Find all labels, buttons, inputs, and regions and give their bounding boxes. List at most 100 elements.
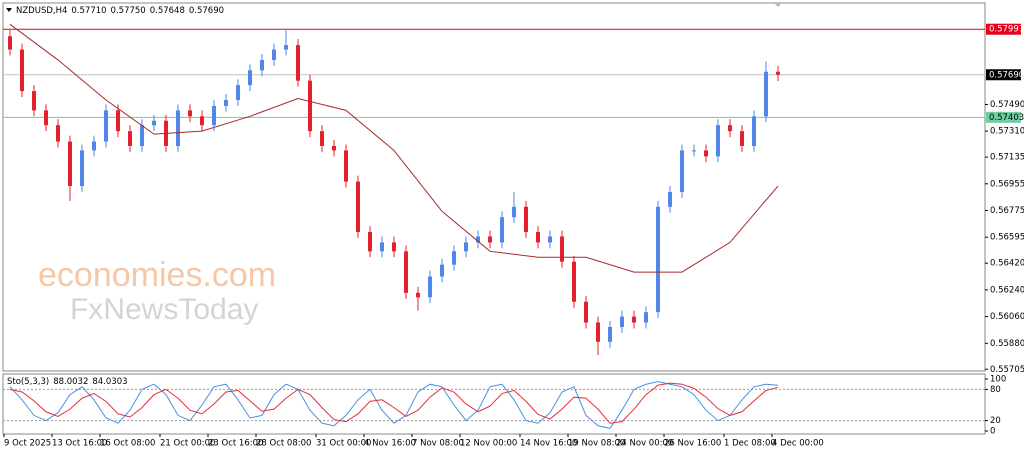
x-tick-label: 28 Oct 08:00: [256, 439, 311, 449]
y-tick-label: 0.56775: [990, 206, 1024, 216]
candle-body: [488, 236, 492, 243]
candle-body: [200, 116, 204, 126]
candle-body: [728, 125, 732, 132]
candle-body: [476, 236, 480, 243]
price-level-label: 0.57690: [989, 70, 1024, 80]
candle-body: [68, 141, 72, 187]
indicator-tick-label: 80: [990, 385, 1001, 395]
price-level-label: 0.57403: [989, 113, 1024, 123]
x-tick-label: 4 Nov 16:00: [364, 439, 416, 449]
candle-body: [104, 110, 108, 142]
y-tick-label: 0.57490: [990, 100, 1024, 110]
price-level-box: [986, 23, 1021, 35]
indicator-header: Sto(5,3,3) 88.0032 84.0303: [7, 377, 128, 387]
shift-marker: [774, 3, 782, 7]
indicator-tick-label: 100: [990, 375, 1006, 385]
x-tick-label: 4 Dec 00:00: [772, 439, 824, 449]
y-tick-label: 0.55705: [990, 365, 1024, 375]
candle-body: [116, 110, 120, 132]
chart-header: NZDUSD,H4 0.57710 0.57750 0.57648 0.57690: [16, 6, 224, 16]
candle-body: [620, 316, 624, 327]
indicator-tick-label: 0: [990, 427, 995, 437]
y-tick-label: 0.56240: [990, 285, 1024, 295]
candle-body: [740, 131, 744, 146]
candle-body: [548, 236, 552, 243]
indicator-reading: 88.0032: [53, 377, 88, 387]
indicator-tick-label: 20: [990, 416, 1001, 426]
x-tick-label: 16 Oct 08:00: [100, 439, 155, 449]
candle-body: [596, 322, 600, 342]
candle-body: [680, 150, 684, 192]
watermark: economies.com: [38, 256, 276, 294]
x-tick-label: 31 Oct 00:00: [316, 439, 371, 449]
x-tick-label: 21 Oct 00:00: [160, 439, 215, 449]
candle-body: [524, 206, 528, 233]
candle-body: [656, 206, 660, 313]
candle-body: [380, 242, 384, 252]
x-tick-label: 9 Oct 2025: [4, 439, 51, 449]
candle-body: [176, 110, 180, 146]
candle-body: [392, 242, 396, 252]
candle-body: [128, 131, 132, 146]
x-tick-label: 26 Nov 16:00: [664, 439, 721, 449]
candle-body: [188, 110, 192, 117]
candle-body: [356, 181, 360, 233]
candle-body: [704, 150, 708, 157]
y-tick-label: 0.56420: [990, 259, 1024, 269]
indicator-reading: 84.0303: [92, 377, 127, 387]
candle-body: [56, 125, 60, 142]
candle-body: [248, 70, 252, 86]
candle-body: [560, 236, 564, 262]
y-tick-label: 0.56060: [990, 312, 1024, 322]
candle-body: [572, 261, 576, 302]
candle-body: [92, 141, 96, 151]
y-tick-label: 0.55880: [990, 339, 1024, 349]
x-tick-label: 7 Nov 08:00: [412, 439, 464, 449]
candle-body: [416, 292, 420, 298]
y-tick-label: 0.57310: [990, 127, 1024, 137]
candle-body: [212, 105, 216, 126]
candle-body: [452, 251, 456, 265]
y-tick-label: 0.56955: [990, 179, 1024, 189]
candle-body: [692, 150, 696, 152]
ohlc-open: 0.57710: [71, 6, 106, 16]
moving-average: [9, 23, 779, 273]
x-tick-label: 24 Nov 00:00: [616, 439, 673, 449]
price-level-label: 0.57997: [989, 25, 1024, 35]
candle-body: [20, 49, 24, 92]
candle-body: [284, 45, 288, 50]
symbol: NZDUSD,H4: [16, 6, 67, 16]
candle-body: [140, 125, 144, 146]
x-tick-label: 13 Oct 16:00: [52, 439, 107, 449]
y-tick-label: 0.56595: [990, 233, 1024, 243]
candle-body: [644, 312, 648, 323]
candle-body: [764, 71, 768, 117]
watermark: FxNewsToday: [70, 293, 258, 326]
candle-body: [500, 217, 504, 243]
candle-body: [368, 232, 372, 252]
candle-body: [440, 264, 444, 277]
candle-body: [8, 36, 12, 50]
candle-body: [536, 232, 540, 243]
candle-body: [776, 71, 780, 75]
x-tick-label: 19 Nov 08:00: [568, 439, 625, 449]
candle-body: [44, 110, 48, 126]
x-tick-label: 12 Nov 00:00: [460, 439, 517, 449]
x-tick-label: 1 Dec 08:00: [724, 439, 776, 449]
candle-body: [332, 145, 336, 151]
candle-body: [80, 150, 84, 187]
candle-body: [608, 326, 612, 342]
candle-body: [404, 251, 408, 293]
candle-body: [320, 131, 324, 146]
price-level-box: [986, 111, 1021, 123]
price-level-box: [986, 69, 1021, 81]
candle-body: [236, 85, 240, 100]
candle-body: [512, 206, 516, 218]
candle-body: [296, 45, 300, 81]
main-panel-frame: [2, 2, 986, 372]
candle-body: [344, 150, 348, 182]
ohlc-close: 0.57690: [189, 6, 224, 16]
menu-arrow[interactable]: [6, 8, 12, 12]
candle-body: [32, 91, 36, 111]
candle-body: [632, 316, 636, 323]
